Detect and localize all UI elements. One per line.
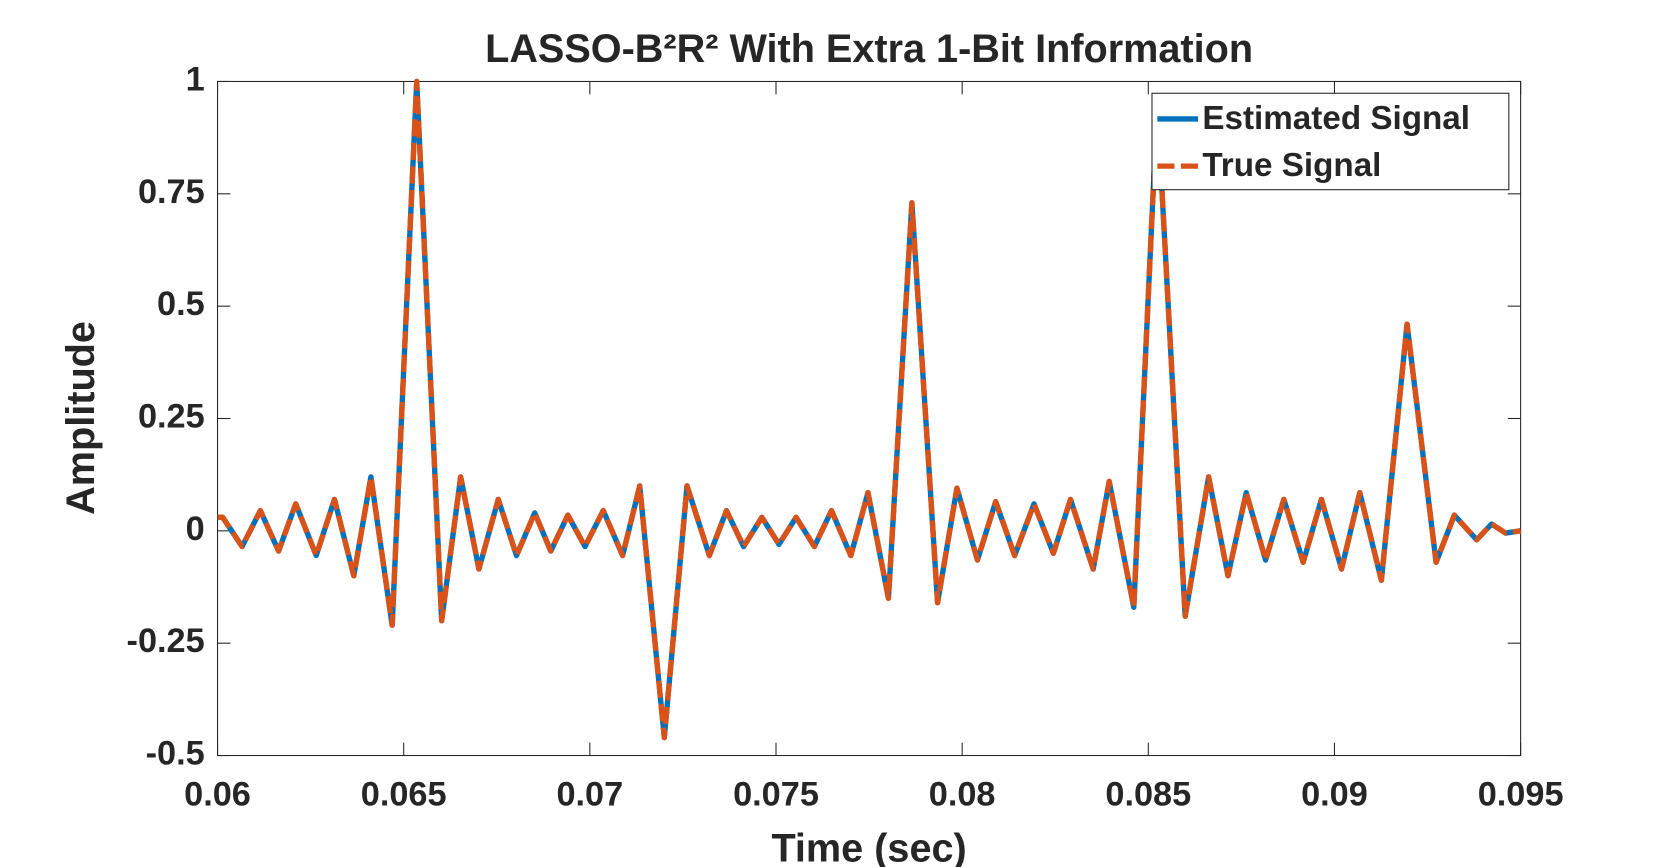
x-tick-label: 0.06 <box>184 775 251 813</box>
y-axis-label: Amplitude <box>59 321 103 515</box>
y-tick-label: 0 <box>186 510 205 548</box>
x-tick-label: 0.09 <box>1301 775 1368 813</box>
y-tick-label: 0.25 <box>138 398 205 436</box>
legend-label: Estimated Signal <box>1202 100 1470 137</box>
x-tick-label: 0.08 <box>929 775 996 813</box>
x-tick-label: 0.075 <box>733 775 819 813</box>
legend-box <box>1151 92 1510 191</box>
y-tick-label: -0.5 <box>146 735 205 773</box>
chart-title: LASSO-B²R² With Extra 1-Bit Information <box>485 27 1253 71</box>
y-tick-label: 0.75 <box>138 173 205 211</box>
x-tick-label: 0.085 <box>1105 775 1191 813</box>
x-tick-label: 0.095 <box>1478 775 1564 813</box>
x-tick-label: 0.07 <box>556 775 623 813</box>
legend-label: True Signal <box>1202 147 1381 184</box>
x-tick-label: 0.065 <box>361 775 447 813</box>
plot-frame <box>217 80 1522 757</box>
y-tick-label: 0.5 <box>157 285 205 323</box>
y-tick-label: -0.25 <box>127 622 205 660</box>
x-axis-label: Time (sec) <box>771 826 966 867</box>
series-line <box>217 78 1522 741</box>
y-tick-label: 1 <box>186 61 205 99</box>
